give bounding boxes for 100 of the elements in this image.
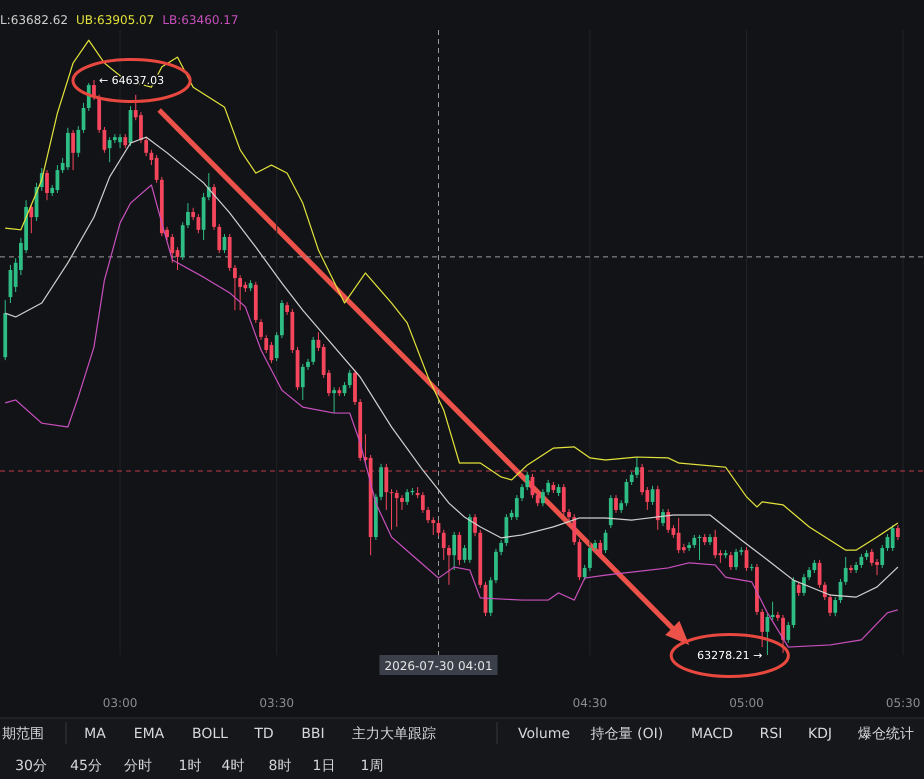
candlestick: [525, 471, 530, 491]
candlestick: [796, 581, 801, 596]
x-tick-label: 04:30: [572, 696, 608, 710]
candlestick: [760, 608, 764, 648]
candlestick: [781, 614, 785, 654]
candlestick: [588, 544, 592, 572]
candlestick: [812, 559, 816, 574]
candlestick: [770, 601, 774, 620]
candlestick: [306, 358, 310, 370]
candlestick: [222, 234, 226, 254]
candlestick: [734, 548, 738, 571]
candlestick: [708, 534, 712, 546]
text: 8时: [268, 758, 292, 774]
text: 期范围: [2, 726, 44, 742]
candlestick: [186, 202, 190, 229]
candlestick: [416, 486, 420, 499]
candlestick: [447, 544, 451, 586]
text: 爆仓统计: [858, 726, 914, 742]
candlestick: [818, 559, 822, 588]
candlestick: [582, 564, 587, 581]
candlestick: [144, 136, 148, 157]
candlestick: [348, 369, 352, 389]
text: 1日: [312, 758, 336, 774]
text: TD: [253, 726, 274, 742]
candlestick: [394, 490, 399, 528]
candlestick: [82, 102, 86, 134]
candlestick: [702, 534, 707, 546]
candlestick: [604, 529, 608, 554]
x-tick-label: 05:30: [886, 696, 920, 710]
candlestick: [452, 531, 456, 571]
candlestick: [567, 508, 571, 521]
candlestick: [896, 524, 900, 540]
candlestick: [473, 514, 477, 537]
candlestick: [833, 596, 838, 617]
text: EMA: [134, 726, 165, 742]
candlestick: [332, 386, 336, 414]
candlestick: [196, 214, 200, 234]
candlestick: [541, 488, 545, 507]
candlestick: [551, 482, 556, 494]
candlestick: [766, 614, 770, 656]
candlestick: [520, 484, 524, 502]
candlestick: [536, 492, 540, 507]
candlestick: [864, 550, 868, 560]
candlestick: [217, 223, 222, 254]
annotation: 63278.21 →: [697, 649, 762, 662]
text: 持仓量 (OI): [590, 726, 664, 742]
candlestick: [598, 539, 602, 559]
text: LB:63460.17: [162, 13, 239, 27]
candlestick: [692, 534, 696, 549]
text: Volume: [518, 726, 570, 742]
candlestick: [838, 578, 842, 604]
candlestick: [300, 363, 305, 400]
candlestick: [828, 594, 832, 617]
candlestick: [191, 207, 196, 221]
candlestick: [635, 456, 639, 478]
candlestick: [71, 129, 75, 171]
candlestick: [285, 302, 289, 316]
candlestick: [650, 485, 654, 506]
candlestick: [614, 494, 618, 514]
candlestick: [619, 500, 624, 514]
x-tick-label: 05:00: [729, 696, 764, 710]
candlestick: [76, 126, 80, 158]
candlestick: [442, 529, 446, 560]
ref-line-label: 2026-07-30 04:01: [384, 659, 493, 673]
text: KDJ: [808, 726, 832, 742]
text: BOLL: [192, 726, 228, 742]
candlestick: [426, 506, 430, 524]
text: 45分: [70, 758, 102, 774]
candlestick: [844, 556, 848, 586]
text: L:63682.62: [0, 13, 68, 27]
candlestick: [274, 332, 279, 362]
x-tick-label: 03:00: [102, 696, 138, 710]
candlestick: [698, 534, 702, 560]
candlestick: [311, 336, 316, 366]
candlestick: [530, 473, 534, 499]
text: 主力大单跟踪: [352, 726, 436, 742]
candlestick: [45, 170, 49, 201]
candlestick: [728, 551, 733, 571]
series-label: UB:63905.07: [76, 13, 154, 27]
candlestick: [248, 280, 252, 292]
candlestick: [108, 136, 112, 163]
candlestick: [880, 544, 884, 568]
candlestick: [420, 492, 425, 514]
candlestick: [342, 382, 346, 397]
candlestick: [259, 318, 263, 340]
text: RSI: [760, 726, 782, 742]
candlestick: [744, 546, 748, 572]
candlestick: [233, 264, 237, 311]
text: 1周: [360, 758, 384, 774]
candlestick: [431, 516, 436, 536]
candlestick: [436, 520, 440, 537]
candlestick: [661, 508, 665, 527]
candlestick: [400, 494, 404, 510]
candlestick: [556, 484, 560, 496]
text: MA: [84, 726, 106, 742]
candlestick: [593, 539, 597, 552]
candlestick: [499, 539, 504, 556]
candlestick: [802, 573, 806, 596]
candlestick: [390, 488, 394, 530]
candlestick: [807, 566, 812, 581]
